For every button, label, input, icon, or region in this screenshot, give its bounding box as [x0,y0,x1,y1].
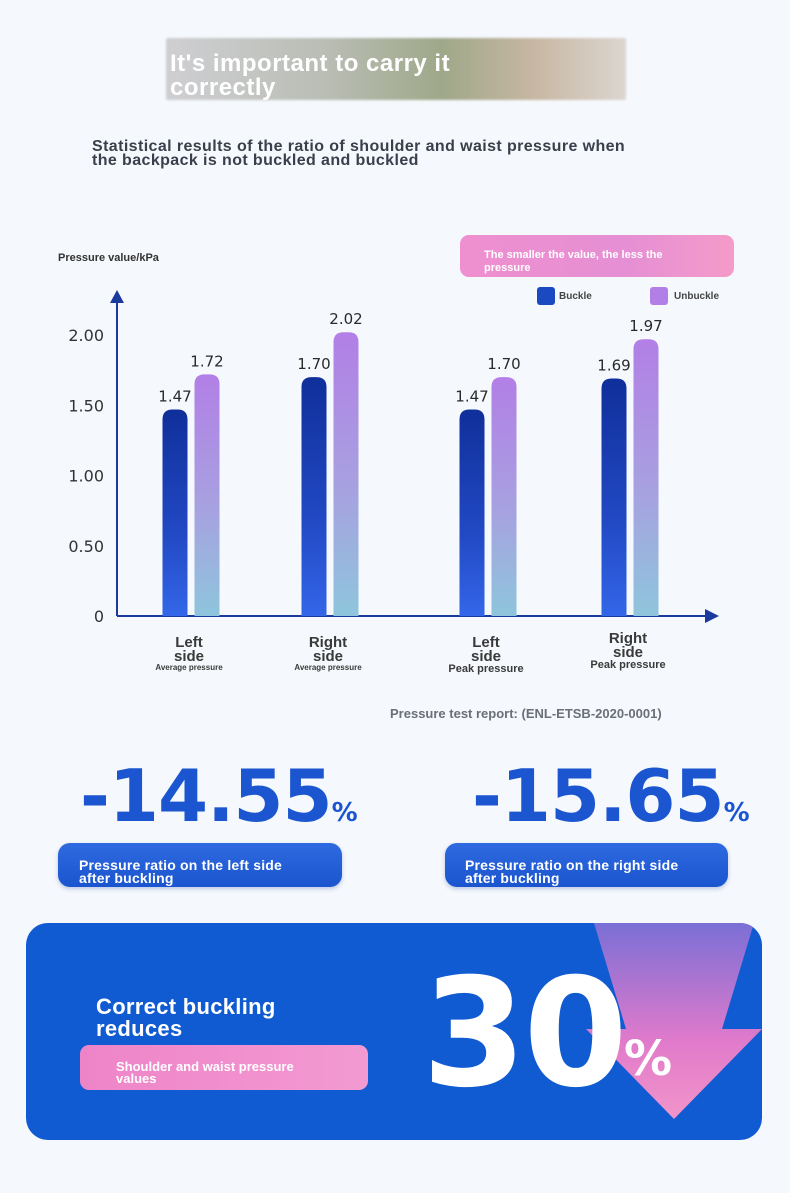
bar-chart: 0 0.50 1.00 1.50 2.00 1.47 1.70 1.47 1.69 1.72 2.… [68,290,719,675]
bar-value-label: 1.47 [158,387,191,405]
summary-title: Correct buckling reduces [96,994,276,1041]
x-category-label: side [174,648,204,665]
stat-right-caption-box [445,843,728,887]
bar-value-label: 1.70 [297,355,330,373]
bar-unbuckle [333,332,359,616]
stat-right-value: -15.65% [472,754,750,838]
x-category-label: Left [175,634,203,651]
bar-value-label: 1.69 [597,357,630,375]
summary-pill [80,1045,368,1090]
x-axis-arrow [705,609,719,623]
legend-swatch-unbuckle [650,287,668,305]
summary-panel: Correct buckling reduces Shoulder and wa… [26,923,762,1140]
y-axis-arrow [110,290,124,303]
chart-title: Statistical results of the ratio of shou… [92,138,626,169]
x-category-label: Right [309,634,347,651]
y-tick-label: 1.50 [68,396,104,415]
stat-left-value: -14.55% [80,754,358,838]
stat-left-caption: Pressure ratio on the left side after bu… [79,857,283,886]
note-text: The smaller the value, the less the pres… [484,249,663,274]
x-category-sublabel: Peak pressure [590,659,665,671]
legend-label-unbuckle: Unbuckle [674,291,720,302]
y-axis-label: Pressure value/kPa [58,252,159,264]
y-tick-label: 0 [94,607,104,626]
note-pill [460,235,734,277]
bar-unbuckle [633,339,659,616]
x-category-label: Left [472,634,500,651]
bar-value-label: 2.02 [329,310,362,328]
summary-value: 30 [422,947,628,1121]
x-category-label: side [313,648,343,665]
summary-unit: % [624,1031,673,1087]
legend-label-buckle: Buckle [559,291,592,302]
source-note: Pressure test report: (ENL-ETSB-2020-000… [390,706,662,721]
summary-pill-text: Shoulder and waist pressure values [116,1059,294,1086]
x-category-label: Right [609,630,647,647]
legend-swatch-buckle [537,287,555,305]
bar-value-label: 1.47 [455,387,488,405]
stat-right-unit: % [723,798,750,828]
header-banner [166,38,626,100]
y-tick-label: 1.00 [68,467,104,486]
stat-left-unit: % [331,798,358,828]
bar-buckle [459,409,485,616]
y-tick-label: 0.50 [68,537,104,556]
down-arrow-icon [586,923,762,1119]
bar-unbuckle [194,374,220,616]
bar-buckle [601,378,627,616]
bar-buckle [162,409,188,616]
x-category-sublabel: Average pressure [155,663,223,672]
x-category-sublabel: Average pressure [294,663,362,672]
bar-unbuckle [491,377,517,616]
bar-buckle [301,377,327,616]
x-category-label: side [471,648,501,665]
bar-value-label: 1.70 [487,355,520,373]
x-category-sublabel: Peak pressure [448,663,523,675]
stat-left-caption-box [58,843,342,887]
bar-value-label: 1.97 [629,317,662,335]
y-tick-label: 2.00 [68,326,104,345]
banner-title: It's important to carry it correctly [170,50,451,101]
bar-value-label: 1.72 [190,352,223,370]
x-category-label: side [613,644,643,661]
stat-right-caption: Pressure ratio on the right side after b… [465,857,679,886]
